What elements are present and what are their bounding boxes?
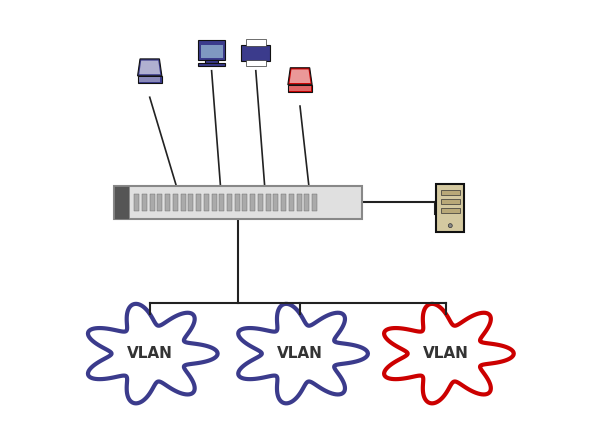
FancyBboxPatch shape <box>198 40 225 60</box>
Polygon shape <box>238 304 368 403</box>
FancyBboxPatch shape <box>173 194 178 210</box>
Text: VLAN: VLAN <box>127 346 173 361</box>
FancyBboxPatch shape <box>212 194 217 210</box>
FancyBboxPatch shape <box>266 194 271 210</box>
FancyBboxPatch shape <box>142 194 147 210</box>
FancyBboxPatch shape <box>274 194 278 210</box>
FancyBboxPatch shape <box>281 194 286 210</box>
FancyBboxPatch shape <box>227 194 232 210</box>
FancyBboxPatch shape <box>235 194 240 210</box>
FancyBboxPatch shape <box>441 208 460 213</box>
Polygon shape <box>137 59 162 76</box>
FancyBboxPatch shape <box>246 39 266 46</box>
FancyBboxPatch shape <box>157 194 163 210</box>
Polygon shape <box>288 85 312 92</box>
FancyBboxPatch shape <box>242 194 247 210</box>
FancyBboxPatch shape <box>296 194 302 210</box>
Text: VLAN: VLAN <box>277 346 323 361</box>
Polygon shape <box>288 68 312 85</box>
FancyBboxPatch shape <box>204 194 209 210</box>
FancyBboxPatch shape <box>241 45 271 61</box>
FancyBboxPatch shape <box>246 61 266 66</box>
FancyBboxPatch shape <box>250 194 255 210</box>
Text: VLAN: VLAN <box>423 346 469 361</box>
FancyBboxPatch shape <box>258 194 263 210</box>
FancyBboxPatch shape <box>198 63 225 66</box>
FancyBboxPatch shape <box>196 194 201 210</box>
Polygon shape <box>139 77 160 82</box>
FancyBboxPatch shape <box>312 194 317 210</box>
FancyBboxPatch shape <box>165 194 170 210</box>
Polygon shape <box>290 69 310 83</box>
FancyBboxPatch shape <box>188 194 193 210</box>
FancyBboxPatch shape <box>441 190 460 195</box>
FancyBboxPatch shape <box>219 194 224 210</box>
Polygon shape <box>289 86 311 91</box>
FancyBboxPatch shape <box>289 194 294 210</box>
FancyBboxPatch shape <box>200 45 223 58</box>
FancyBboxPatch shape <box>149 194 155 210</box>
FancyBboxPatch shape <box>115 186 129 219</box>
FancyBboxPatch shape <box>205 60 218 63</box>
Polygon shape <box>139 61 160 74</box>
Polygon shape <box>88 304 218 403</box>
FancyBboxPatch shape <box>441 199 460 204</box>
FancyBboxPatch shape <box>304 194 310 210</box>
FancyBboxPatch shape <box>115 186 362 219</box>
Polygon shape <box>137 76 162 83</box>
FancyBboxPatch shape <box>134 194 139 210</box>
Circle shape <box>448 224 452 228</box>
Polygon shape <box>384 304 514 403</box>
FancyBboxPatch shape <box>181 194 185 210</box>
FancyBboxPatch shape <box>436 184 464 232</box>
